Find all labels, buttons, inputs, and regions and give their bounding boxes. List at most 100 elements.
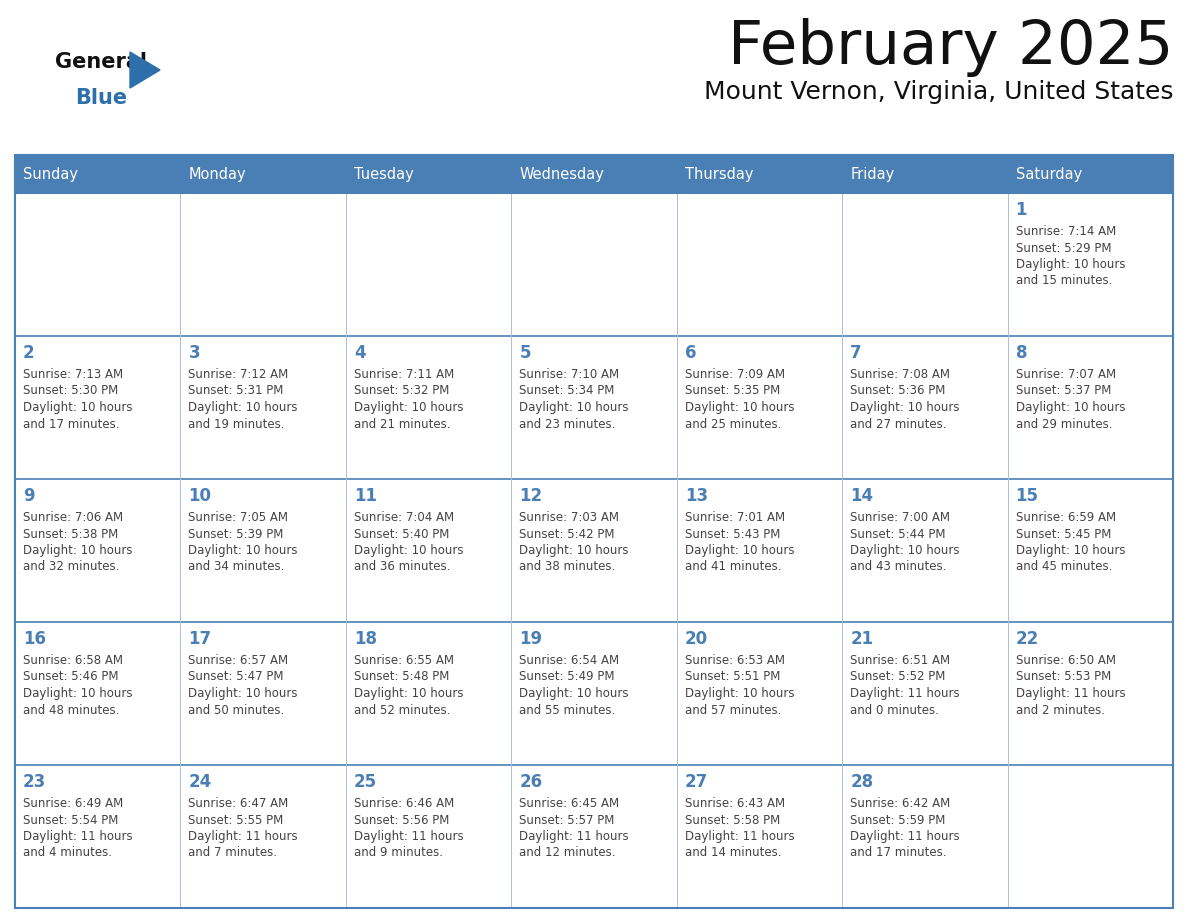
Text: 23: 23 bbox=[23, 773, 46, 791]
Text: 11: 11 bbox=[354, 487, 377, 505]
Text: 4: 4 bbox=[354, 344, 366, 362]
Text: and 36 minutes.: and 36 minutes. bbox=[354, 561, 450, 574]
Text: and 45 minutes.: and 45 minutes. bbox=[1016, 561, 1112, 574]
Text: Daylight: 10 hours: Daylight: 10 hours bbox=[354, 544, 463, 557]
Text: Sunset: 5:29 PM: Sunset: 5:29 PM bbox=[1016, 241, 1111, 254]
Text: and 29 minutes.: and 29 minutes. bbox=[1016, 418, 1112, 431]
Text: Blue: Blue bbox=[75, 88, 127, 108]
Text: Sunrise: 6:47 AM: Sunrise: 6:47 AM bbox=[189, 797, 289, 810]
Text: Monday: Monday bbox=[189, 166, 246, 182]
Polygon shape bbox=[129, 52, 160, 88]
Text: and 25 minutes.: and 25 minutes. bbox=[684, 418, 781, 431]
Text: 1: 1 bbox=[1016, 201, 1028, 219]
Text: 22: 22 bbox=[1016, 630, 1038, 648]
Bar bbox=[181, 479, 346, 622]
Bar bbox=[677, 622, 842, 765]
Text: Daylight: 10 hours: Daylight: 10 hours bbox=[189, 401, 298, 414]
Text: and 21 minutes.: and 21 minutes. bbox=[354, 418, 450, 431]
Text: and 9 minutes.: and 9 minutes. bbox=[354, 846, 443, 859]
Text: Daylight: 10 hours: Daylight: 10 hours bbox=[519, 544, 628, 557]
Text: 24: 24 bbox=[189, 773, 211, 791]
Bar bbox=[346, 765, 511, 908]
Text: Daylight: 10 hours: Daylight: 10 hours bbox=[23, 687, 133, 700]
Text: Daylight: 10 hours: Daylight: 10 hours bbox=[189, 687, 298, 700]
Text: Sunset: 5:32 PM: Sunset: 5:32 PM bbox=[354, 385, 449, 397]
Text: Sunrise: 7:00 AM: Sunrise: 7:00 AM bbox=[851, 511, 950, 524]
Text: Daylight: 10 hours: Daylight: 10 hours bbox=[354, 401, 463, 414]
Text: Sunrise: 6:58 AM: Sunrise: 6:58 AM bbox=[23, 654, 124, 667]
Text: Sunrise: 7:04 AM: Sunrise: 7:04 AM bbox=[354, 511, 454, 524]
Bar bbox=[181, 622, 346, 765]
Text: Sunrise: 6:59 AM: Sunrise: 6:59 AM bbox=[1016, 511, 1116, 524]
Text: Sunrise: 6:42 AM: Sunrise: 6:42 AM bbox=[851, 797, 950, 810]
Text: and 32 minutes.: and 32 minutes. bbox=[23, 561, 119, 574]
Text: 17: 17 bbox=[189, 630, 211, 648]
Text: Sunset: 5:38 PM: Sunset: 5:38 PM bbox=[23, 528, 119, 541]
Text: Sunset: 5:35 PM: Sunset: 5:35 PM bbox=[684, 385, 781, 397]
Text: Sunset: 5:40 PM: Sunset: 5:40 PM bbox=[354, 528, 449, 541]
Text: Daylight: 10 hours: Daylight: 10 hours bbox=[684, 401, 795, 414]
Text: Daylight: 10 hours: Daylight: 10 hours bbox=[684, 544, 795, 557]
Bar bbox=[511, 193, 677, 336]
Text: Sunrise: 6:45 AM: Sunrise: 6:45 AM bbox=[519, 797, 619, 810]
Text: Sunset: 5:43 PM: Sunset: 5:43 PM bbox=[684, 528, 781, 541]
Text: Sunrise: 6:54 AM: Sunrise: 6:54 AM bbox=[519, 654, 619, 667]
Text: Sunrise: 7:03 AM: Sunrise: 7:03 AM bbox=[519, 511, 619, 524]
Text: and 23 minutes.: and 23 minutes. bbox=[519, 418, 615, 431]
Text: and 48 minutes.: and 48 minutes. bbox=[23, 703, 119, 717]
Text: and 27 minutes.: and 27 minutes. bbox=[851, 418, 947, 431]
Text: Tuesday: Tuesday bbox=[354, 166, 413, 182]
Text: Daylight: 10 hours: Daylight: 10 hours bbox=[189, 544, 298, 557]
Bar bbox=[1007, 479, 1173, 622]
Text: Sunset: 5:49 PM: Sunset: 5:49 PM bbox=[519, 670, 614, 684]
Text: February 2025: February 2025 bbox=[727, 18, 1173, 77]
Text: and 34 minutes.: and 34 minutes. bbox=[189, 561, 285, 574]
Text: 15: 15 bbox=[1016, 487, 1038, 505]
Text: Sunset: 5:45 PM: Sunset: 5:45 PM bbox=[1016, 528, 1111, 541]
Text: 9: 9 bbox=[23, 487, 34, 505]
Text: Daylight: 11 hours: Daylight: 11 hours bbox=[519, 830, 628, 843]
Text: Daylight: 10 hours: Daylight: 10 hours bbox=[851, 544, 960, 557]
Bar bbox=[346, 193, 511, 336]
Bar bbox=[1007, 622, 1173, 765]
Text: and 2 minutes.: and 2 minutes. bbox=[1016, 703, 1105, 717]
Text: Daylight: 10 hours: Daylight: 10 hours bbox=[23, 401, 133, 414]
Text: Sunrise: 7:05 AM: Sunrise: 7:05 AM bbox=[189, 511, 289, 524]
Bar bbox=[15, 765, 181, 908]
Text: and 12 minutes.: and 12 minutes. bbox=[519, 846, 615, 859]
Text: and 55 minutes.: and 55 minutes. bbox=[519, 703, 615, 717]
Text: 10: 10 bbox=[189, 487, 211, 505]
Text: Sunset: 5:57 PM: Sunset: 5:57 PM bbox=[519, 813, 614, 826]
Bar bbox=[181, 193, 346, 336]
Text: Daylight: 10 hours: Daylight: 10 hours bbox=[1016, 544, 1125, 557]
Text: Sunset: 5:42 PM: Sunset: 5:42 PM bbox=[519, 528, 614, 541]
Text: Sunrise: 7:08 AM: Sunrise: 7:08 AM bbox=[851, 368, 950, 381]
Bar bbox=[1007, 765, 1173, 908]
Bar bbox=[346, 622, 511, 765]
Text: Saturday: Saturday bbox=[1016, 166, 1082, 182]
Bar bbox=[677, 193, 842, 336]
Bar bbox=[15, 155, 1173, 193]
Text: Sunrise: 7:06 AM: Sunrise: 7:06 AM bbox=[23, 511, 124, 524]
Bar bbox=[1007, 336, 1173, 479]
Bar bbox=[511, 765, 677, 908]
Bar bbox=[1007, 193, 1173, 336]
Text: Daylight: 10 hours: Daylight: 10 hours bbox=[354, 687, 463, 700]
Text: 7: 7 bbox=[851, 344, 861, 362]
Text: General: General bbox=[55, 52, 147, 72]
Text: Daylight: 11 hours: Daylight: 11 hours bbox=[23, 830, 133, 843]
Bar bbox=[346, 479, 511, 622]
Text: Sunrise: 6:51 AM: Sunrise: 6:51 AM bbox=[851, 654, 950, 667]
Text: Sunset: 5:54 PM: Sunset: 5:54 PM bbox=[23, 813, 119, 826]
Text: and 17 minutes.: and 17 minutes. bbox=[851, 846, 947, 859]
Bar bbox=[842, 193, 1007, 336]
Bar bbox=[842, 622, 1007, 765]
Text: Sunrise: 7:10 AM: Sunrise: 7:10 AM bbox=[519, 368, 619, 381]
Text: Sunset: 5:59 PM: Sunset: 5:59 PM bbox=[851, 813, 946, 826]
Text: Daylight: 10 hours: Daylight: 10 hours bbox=[684, 687, 795, 700]
Text: Daylight: 10 hours: Daylight: 10 hours bbox=[23, 544, 133, 557]
Text: Mount Vernon, Virginia, United States: Mount Vernon, Virginia, United States bbox=[703, 80, 1173, 104]
Text: 21: 21 bbox=[851, 630, 873, 648]
Text: Sunset: 5:53 PM: Sunset: 5:53 PM bbox=[1016, 670, 1111, 684]
Text: Sunrise: 7:11 AM: Sunrise: 7:11 AM bbox=[354, 368, 454, 381]
